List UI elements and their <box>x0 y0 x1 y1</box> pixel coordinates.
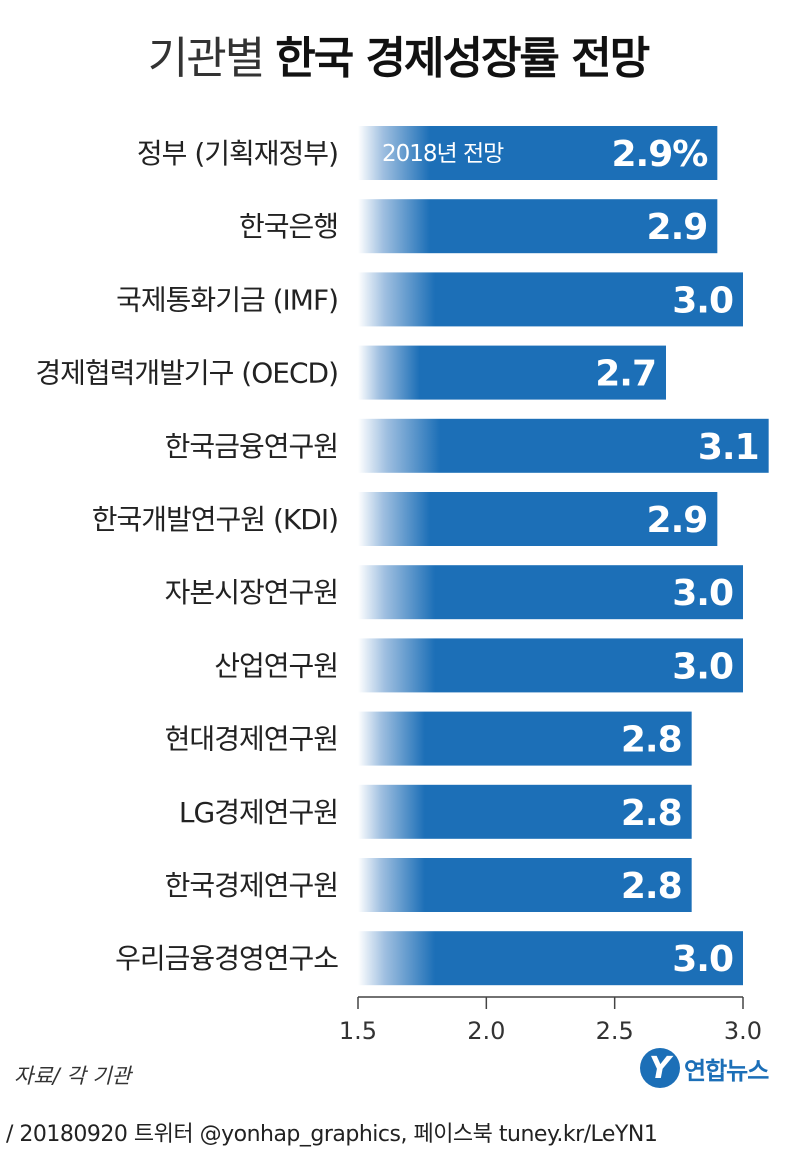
bar <box>358 126 718 180</box>
bar <box>358 492 718 546</box>
value-label: 2.9 <box>647 500 708 541</box>
category-label: 국제통화기금 (IMF) <box>116 283 338 316</box>
category-label: 자본시장연구원 <box>165 576 338 609</box>
bar <box>358 418 769 473</box>
value-label: 2.8 <box>621 720 682 761</box>
value-label: 2.8 <box>621 793 682 834</box>
x-tick-label: 2.5 <box>596 1017 634 1045</box>
chart-title-light: 기관별 <box>147 33 265 84</box>
bar <box>358 272 743 327</box>
value-label: 2.7 <box>595 354 656 395</box>
yonhap-logo-text: 연합뉴스 <box>684 1056 769 1085</box>
category-label: 경제협력개발기구 (OECD) <box>35 357 338 390</box>
footer-credit: / 20180920 트위터 @yonhap_graphics, 페이스북 tu… <box>6 1122 658 1147</box>
category-label: 정부 (기획재정부) <box>137 137 338 170</box>
value-label: 2.9% <box>611 134 707 175</box>
value-label: 3.0 <box>672 280 733 321</box>
value-label: 3.1 <box>698 427 759 468</box>
category-label: 한국경제연구원 <box>165 869 338 902</box>
category-label: 한국금융연구원 <box>165 430 338 463</box>
category-label: 한국은행 <box>239 210 338 243</box>
bar <box>358 199 718 254</box>
bar <box>358 858 692 912</box>
value-label: 3.0 <box>672 573 733 614</box>
value-label: 3.0 <box>672 646 733 687</box>
inner-label: 2018년 전망 <box>382 141 504 167</box>
category-label: 산업연구원 <box>214 649 338 682</box>
x-tick-label: 3.0 <box>724 1017 762 1045</box>
chart-title-bold: 한국 경제성장률 전망 <box>275 33 650 84</box>
yonhap-logo-icon: Y <box>640 1048 680 1088</box>
bar <box>358 931 743 986</box>
x-tick-label: 2.0 <box>467 1017 505 1045</box>
category-label: 현대경제연구원 <box>165 723 338 756</box>
bar <box>358 711 692 766</box>
value-label: 2.9 <box>647 207 708 248</box>
x-tick-label: 1.5 <box>339 1017 377 1045</box>
bar <box>358 638 743 693</box>
category-label: LG경제연구원 <box>179 796 338 829</box>
bar <box>358 565 743 620</box>
chart-title: 기관별 한국 경제성장률 전망 <box>0 22 796 86</box>
yonhap-logo: Y 연합뉴스 <box>640 1048 769 1088</box>
category-label: 우리금융경영연구소 <box>115 942 338 975</box>
bar <box>358 784 692 839</box>
source-note: 자료/ 각 기관 <box>14 1064 132 1088</box>
value-label: 3.0 <box>672 939 733 980</box>
value-label: 2.8 <box>621 866 682 907</box>
category-label: 한국개발연구원 (KDI) <box>92 503 338 536</box>
bar <box>358 345 666 400</box>
